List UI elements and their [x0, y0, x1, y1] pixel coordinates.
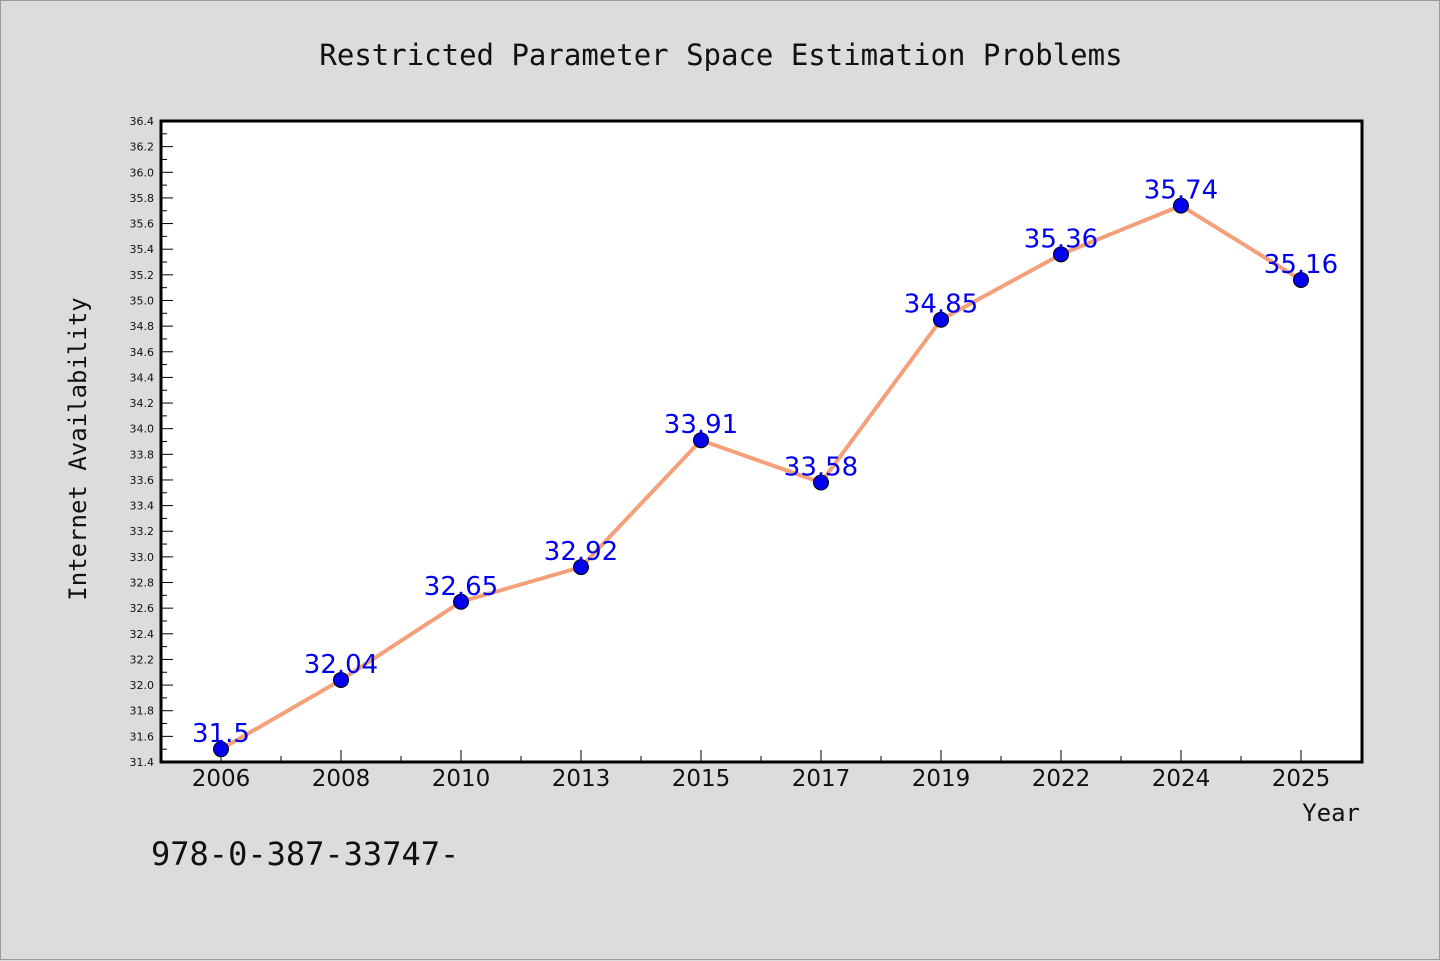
- y-tick-label: 35.2: [130, 269, 155, 282]
- x-tick-label: 2017: [792, 766, 851, 792]
- y-tick-label: 35.8: [130, 192, 155, 205]
- data-label: 31.5: [192, 719, 250, 749]
- y-axis-ticks: 31.4 31.6 31.8 32.0 32.2 32.4 32.6 32.8 33.0 33.2…: [130, 115, 173, 769]
- y-tick-label: 32.2: [130, 653, 155, 666]
- series-markers: [213, 197, 1309, 758]
- data-point-marker: [573, 559, 589, 576]
- y-tick-label: 31.4: [130, 756, 155, 769]
- y-tick-label: 36.2: [130, 141, 155, 154]
- y-tick-label: 32.4: [130, 628, 155, 641]
- y-tick-label: 35.0: [130, 294, 155, 307]
- y-tick-label: 33.2: [130, 525, 155, 538]
- x-tick-label: 2010: [432, 766, 491, 792]
- y-tick-label: 36.4: [130, 115, 155, 128]
- series-line: [219, 203, 1303, 752]
- data-label: 32.92: [544, 537, 618, 567]
- x-tick-label: 2008: [312, 766, 371, 792]
- x-tick-label: 2006: [192, 766, 251, 792]
- y-tick-label: 31.6: [130, 730, 155, 743]
- series-polyline: [219, 203, 1303, 752]
- data-label: 35.16: [1264, 250, 1338, 280]
- y-tick-label: 31.8: [130, 705, 155, 718]
- data-point-marker: [333, 671, 349, 688]
- data-point-marker: [933, 311, 949, 328]
- x-axis-title: Year: [1302, 799, 1360, 827]
- y-tick-label: 34.2: [130, 397, 155, 410]
- x-tick-label: 2013: [552, 766, 611, 792]
- y-tick-label: 35.4: [130, 243, 155, 256]
- y-tick-label: 35.6: [130, 218, 155, 231]
- y-axis-title: Internet Availability: [64, 297, 92, 600]
- data-point-marker: [213, 741, 229, 758]
- data-label: 33.58: [784, 453, 858, 483]
- x-tick-label: 2025: [1272, 766, 1331, 792]
- y-tick-label: 33.8: [130, 448, 155, 461]
- y-tick-label: 34.6: [130, 346, 155, 359]
- y-tick-label: 32.0: [130, 679, 155, 692]
- y-tick-label: 32.8: [130, 577, 155, 590]
- x-tick-label: 2024: [1152, 766, 1211, 792]
- footer-isbn-text: 978-0-387-33747-: [151, 835, 459, 873]
- y-tick-label: 34.8: [130, 320, 155, 333]
- y-tick-label: 33.0: [130, 551, 155, 564]
- y-tick-label: 34.0: [130, 423, 155, 436]
- data-point-marker: [1053, 246, 1069, 263]
- data-label: 33.91: [664, 410, 738, 440]
- y-tick-label: 36.0: [130, 166, 155, 179]
- data-label: 34.85: [904, 290, 978, 320]
- y-tick-label: 32.6: [130, 602, 155, 615]
- plot-area: [159, 119, 1364, 764]
- x-tick-label: 2022: [1032, 766, 1091, 792]
- data-point-marker: [1173, 197, 1189, 214]
- y-tick-label: 33.6: [130, 474, 155, 487]
- x-tick-label: 2019: [912, 766, 971, 792]
- y-tick-label: 33.4: [130, 500, 155, 513]
- y-tick-label: 34.4: [130, 371, 155, 384]
- data-label: 32.65: [424, 572, 498, 602]
- data-label: 35.74: [1144, 176, 1218, 206]
- data-labels: 31.5 32.04 32.65 32.92 33.91 33.58 34.85 35.36 3…: [192, 176, 1338, 750]
- data-point-marker: [693, 432, 709, 449]
- data-label: 32.04: [304, 650, 378, 680]
- chart-title: Restricted Parameter Space Estimation Pr…: [319, 38, 1122, 72]
- x-axis-ticks: 2006 2008 2010 2013 2015 2017 2019 2022 2024 2025: [192, 750, 1331, 792]
- data-point-marker: [813, 474, 829, 491]
- data-point-marker: [453, 593, 469, 610]
- x-tick-label: 2015: [672, 766, 731, 792]
- data-label: 35.36: [1024, 224, 1098, 254]
- data-point-marker: [1293, 271, 1309, 288]
